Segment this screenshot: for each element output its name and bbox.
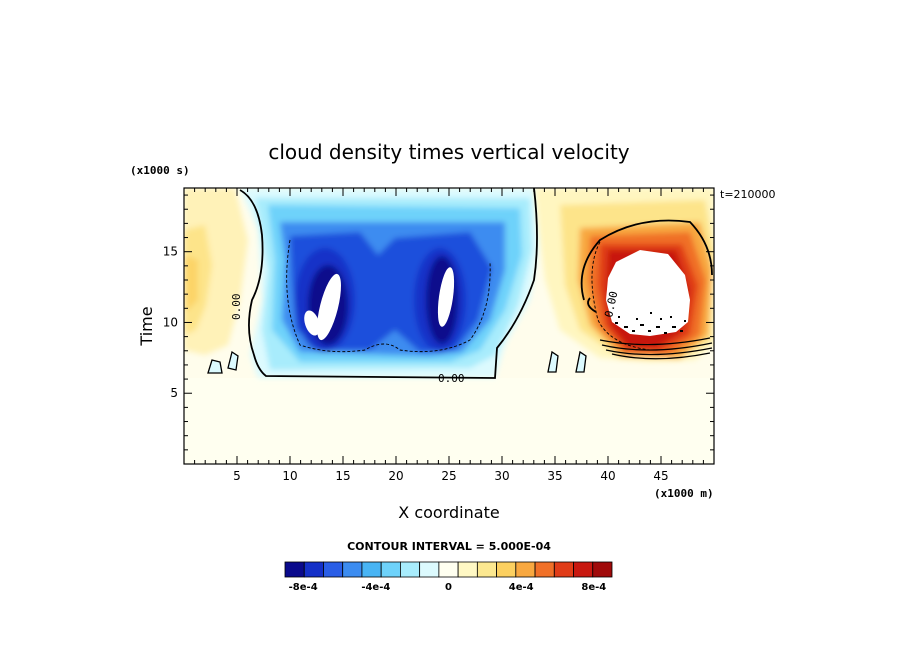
colorbar-swatch — [303, 561, 324, 578]
colorbar-tick-label: 4e-4 — [509, 582, 534, 593]
colorbar-swatch — [534, 561, 555, 578]
chart-title: cloud density times vertical velocity — [268, 140, 629, 164]
x-tick-label: 5 — [233, 469, 241, 483]
x-tick-label: 45 — [653, 469, 668, 483]
colorbar-swatch — [515, 561, 536, 578]
y-axis: 5 10 15 — [163, 194, 714, 451]
x-axis: 5 10 15 20 25 30 35 40 45 — [194, 188, 704, 483]
colorbar-swatch — [496, 561, 517, 578]
colorbar-swatch — [361, 561, 382, 578]
right-speckles — [615, 312, 686, 334]
colorbar-tick-label: -8e-4 — [289, 582, 318, 593]
colorbar-tick-label: 8e-4 — [581, 582, 606, 593]
colorbar-swatch — [553, 561, 574, 578]
x-tick-label: 25 — [441, 469, 456, 483]
y-tick-label: 15 — [163, 245, 178, 259]
colorbar-swatch — [323, 561, 344, 578]
zero-contours — [239, 188, 713, 379]
contour-interval-text: CONTOUR INTERVAL = 5.000E-04 — [347, 540, 551, 553]
colorbar-swatch — [342, 561, 363, 578]
right-bottom-stripes — [599, 337, 713, 360]
y-unit-label: (x1000 s) — [130, 164, 190, 177]
colorbar-swatch — [457, 561, 478, 578]
colorbar-tick-label: -4e-4 — [361, 582, 390, 593]
y-tick-label: 10 — [163, 315, 178, 329]
colorbar-swatch — [284, 561, 305, 578]
right-white-core — [606, 250, 690, 336]
near-zero-band — [184, 378, 714, 464]
colorbar-swatch — [400, 561, 421, 578]
contour-label-bottom: 0.00 — [438, 372, 465, 385]
colorbar-swatch — [380, 561, 401, 578]
dashed-contours — [286, 239, 651, 353]
x-tick-label: 30 — [494, 469, 509, 483]
negative-cores — [304, 267, 455, 341]
colorbar-swatch — [438, 561, 459, 578]
colorbar-swatch — [419, 561, 440, 578]
colorbar-swatch — [476, 561, 497, 578]
contour-label-left: 0.00 — [230, 294, 243, 321]
x-tick-label: 10 — [282, 469, 297, 483]
x-axis-label: X coordinate — [398, 503, 499, 522]
colorbar: -8e-4 -4e-4 0 4e-4 8e-4 — [284, 561, 613, 593]
y-axis-label: Time — [137, 306, 156, 346]
x-tick-label: 35 — [547, 469, 562, 483]
x-tick-label: 20 — [388, 469, 403, 483]
x-tick-label: 15 — [335, 469, 350, 483]
colorbar-tick-label: 0 — [445, 582, 452, 593]
y-tick-label: 5 — [170, 386, 178, 400]
heatmap-field — [184, 188, 714, 464]
colorbar-swatch — [573, 561, 594, 578]
x-unit-label: (x1000 m) — [654, 487, 714, 500]
colorbar-swatch — [592, 561, 613, 578]
left-positive-region — [184, 188, 248, 355]
negative-region — [240, 188, 540, 378]
x-tick-label: 40 — [600, 469, 615, 483]
contour-label-right: 0.00 — [602, 290, 620, 319]
small-zero-contours — [207, 350, 587, 374]
time-stamp: t=210000 — [720, 188, 776, 201]
